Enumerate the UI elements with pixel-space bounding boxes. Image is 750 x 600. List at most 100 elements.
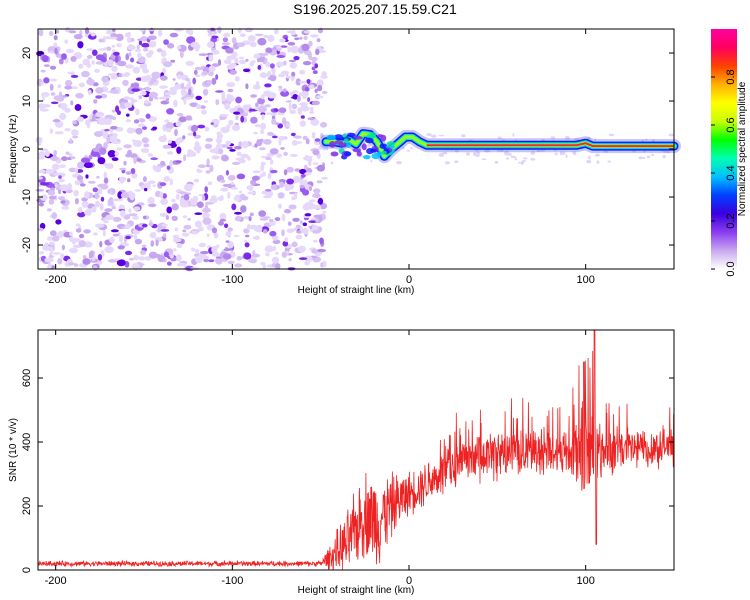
noise-blob <box>95 54 105 61</box>
noise-blob <box>92 147 100 152</box>
noise-blob <box>71 129 79 137</box>
noise-blob <box>109 236 115 244</box>
noise-blob <box>58 196 66 201</box>
noise-blob <box>236 255 243 261</box>
noise-blob <box>40 194 48 201</box>
noise-blob <box>253 131 259 135</box>
noise-blob <box>149 232 157 239</box>
noise-blob <box>134 49 142 53</box>
noise-blob <box>206 158 210 166</box>
noise-blob <box>57 230 64 239</box>
spectrogram-frame <box>37 28 675 270</box>
noise-blob <box>267 92 277 99</box>
noise-blob <box>255 81 260 85</box>
noise-blob <box>293 227 298 231</box>
noise-blob <box>67 183 73 190</box>
noise-blob <box>163 251 169 258</box>
noise-blob <box>279 181 284 188</box>
noise-blob <box>426 133 432 137</box>
noise-blob <box>166 108 175 115</box>
noise-blob <box>106 136 111 144</box>
noise-blob <box>565 154 568 158</box>
noise-blob <box>262 229 268 234</box>
noise-blob <box>128 52 132 57</box>
noise-blob <box>291 71 296 77</box>
noise-blob <box>107 150 117 158</box>
noise-blob <box>229 69 237 75</box>
noise-blob <box>103 177 109 184</box>
noise-blob <box>235 115 239 121</box>
noise-blob <box>272 69 276 76</box>
noise-blob <box>123 73 130 78</box>
noise-blob <box>187 183 195 187</box>
noise-blob <box>52 235 60 242</box>
noise-blob <box>142 223 148 228</box>
noise-blob <box>133 156 137 164</box>
noise-blob <box>486 149 491 153</box>
noise-blob <box>290 132 296 137</box>
y-tick-label: 0 <box>21 146 33 152</box>
noise-blob <box>316 79 324 87</box>
noise-blob <box>198 53 208 56</box>
noise-blob <box>58 58 64 65</box>
noise-blob <box>167 139 172 144</box>
noise-blob <box>178 116 187 123</box>
y-tick-label: 600 <box>21 369 33 387</box>
noise-blob <box>292 135 302 139</box>
signal-blob <box>346 142 352 149</box>
noise-blob <box>192 131 197 137</box>
noise-blob <box>48 195 57 200</box>
noise-blob <box>313 239 318 243</box>
noise-blob <box>302 189 310 196</box>
noise-blob <box>92 114 96 122</box>
noise-blob <box>236 173 246 180</box>
noise-blob <box>111 157 119 162</box>
noise-blob <box>250 179 257 186</box>
noise-blob <box>51 163 60 171</box>
noise-blob <box>285 100 292 103</box>
noise-blob <box>53 42 58 48</box>
signal-blob <box>329 141 336 148</box>
noise-blob <box>210 122 214 125</box>
noise-blob <box>169 32 179 38</box>
noise-blob <box>150 240 155 247</box>
noise-blob <box>149 80 154 85</box>
noise-blob <box>295 234 303 240</box>
noise-blob <box>475 151 481 155</box>
noise-blob <box>138 40 142 46</box>
noise-blob <box>93 131 104 137</box>
noise-blob <box>124 64 134 69</box>
noise-blob <box>116 147 123 151</box>
noise-blob <box>283 88 287 93</box>
noise-blob <box>240 115 245 123</box>
noise-blob <box>201 195 206 202</box>
noise-blob <box>233 234 240 238</box>
noise-blob <box>209 148 218 153</box>
noise-blob <box>264 245 274 253</box>
noise-blob <box>317 84 323 92</box>
noise-blob <box>302 222 307 227</box>
noise-blob <box>111 44 116 48</box>
noise-blob <box>141 42 150 48</box>
noise-blob <box>321 71 327 77</box>
noise-blob <box>115 33 124 42</box>
noise-blob <box>299 80 307 84</box>
noise-blob <box>402 146 405 150</box>
noise-blob <box>90 32 96 37</box>
noise-blob <box>167 261 172 266</box>
noise-blob <box>312 149 320 156</box>
noise-blob <box>302 227 309 235</box>
noise-blob <box>285 75 291 79</box>
noise-blob <box>58 175 62 179</box>
noise-blob <box>234 263 243 268</box>
noise-blob <box>305 138 310 145</box>
noise-blob <box>238 59 247 65</box>
snr-frame <box>37 329 675 571</box>
noise-blob <box>264 104 271 108</box>
noise-blob <box>211 31 215 37</box>
noise-blob <box>110 73 118 80</box>
noise-blob <box>297 111 303 115</box>
noise-blob <box>319 237 324 245</box>
noise-blob <box>45 169 55 174</box>
noise-blob <box>47 50 56 54</box>
